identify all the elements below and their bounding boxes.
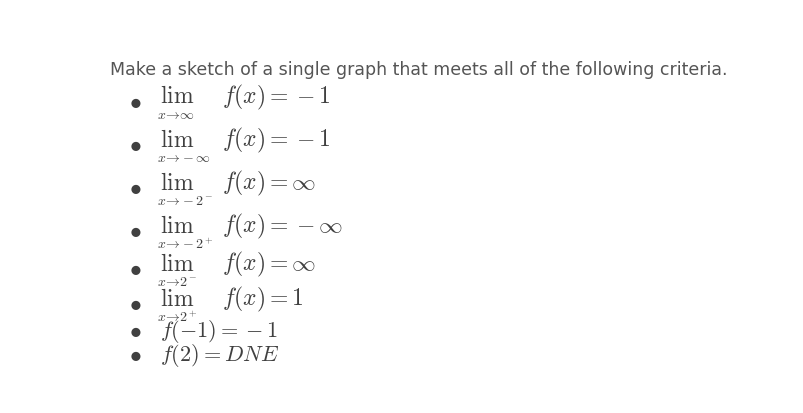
Text: $\bullet$: $\bullet$ xyxy=(128,320,141,342)
Text: $f(-1) = -1$: $f(-1) = -1$ xyxy=(160,318,277,344)
Text: $f(x) = -\infty$: $f(x) = -\infty$ xyxy=(222,211,343,240)
Text: $\bullet$: $\bullet$ xyxy=(128,258,141,280)
Text: Make a sketch of a single graph that meets all of the following criteria.: Make a sketch of a single graph that mee… xyxy=(110,61,727,78)
Text: $f(x) = \infty$: $f(x) = \infty$ xyxy=(222,169,316,198)
Text: $\bullet$: $\bullet$ xyxy=(128,134,141,156)
Text: $x\!\to\!-\infty$: $x\!\to\!-\infty$ xyxy=(157,151,210,164)
Text: $\bullet$: $\bullet$ xyxy=(128,91,141,113)
Text: $f(x) = -1$: $f(x) = -1$ xyxy=(222,83,330,112)
Text: $\bullet$: $\bullet$ xyxy=(128,344,141,366)
Text: $\lim$: $\lim$ xyxy=(160,253,194,275)
Text: $\bullet$: $\bullet$ xyxy=(128,220,141,242)
Text: $x\!\to\!2^+$: $x\!\to\!2^+$ xyxy=(157,309,198,324)
Text: $\lim$: $\lim$ xyxy=(160,129,194,151)
Text: $\lim$: $\lim$ xyxy=(160,86,194,108)
Text: $x\!\to\!\infty$: $x\!\to\!\infty$ xyxy=(157,108,194,121)
Text: $x\!\to\!-2^+$: $x\!\to\!-2^+$ xyxy=(157,236,213,251)
Text: $\bullet$: $\bullet$ xyxy=(128,177,141,199)
Text: $x\!\to\!2^-$: $x\!\to\!2^-$ xyxy=(157,275,197,288)
Text: $f(x) = -1$: $f(x) = -1$ xyxy=(222,126,330,155)
Text: $\lim$: $\lim$ xyxy=(160,172,194,194)
Text: $f(x) = 1$: $f(x) = 1$ xyxy=(222,285,304,314)
Text: $f(x) = \infty$: $f(x) = \infty$ xyxy=(222,250,316,279)
Text: $\lim$: $\lim$ xyxy=(160,288,194,310)
Text: $x\!\to\!-2^-$: $x\!\to\!-2^-$ xyxy=(157,194,213,207)
Text: $\bullet$: $\bullet$ xyxy=(128,293,141,315)
Text: $\lim$: $\lim$ xyxy=(160,215,194,237)
Text: $f(2) = DNE$: $f(2) = DNE$ xyxy=(160,342,279,368)
